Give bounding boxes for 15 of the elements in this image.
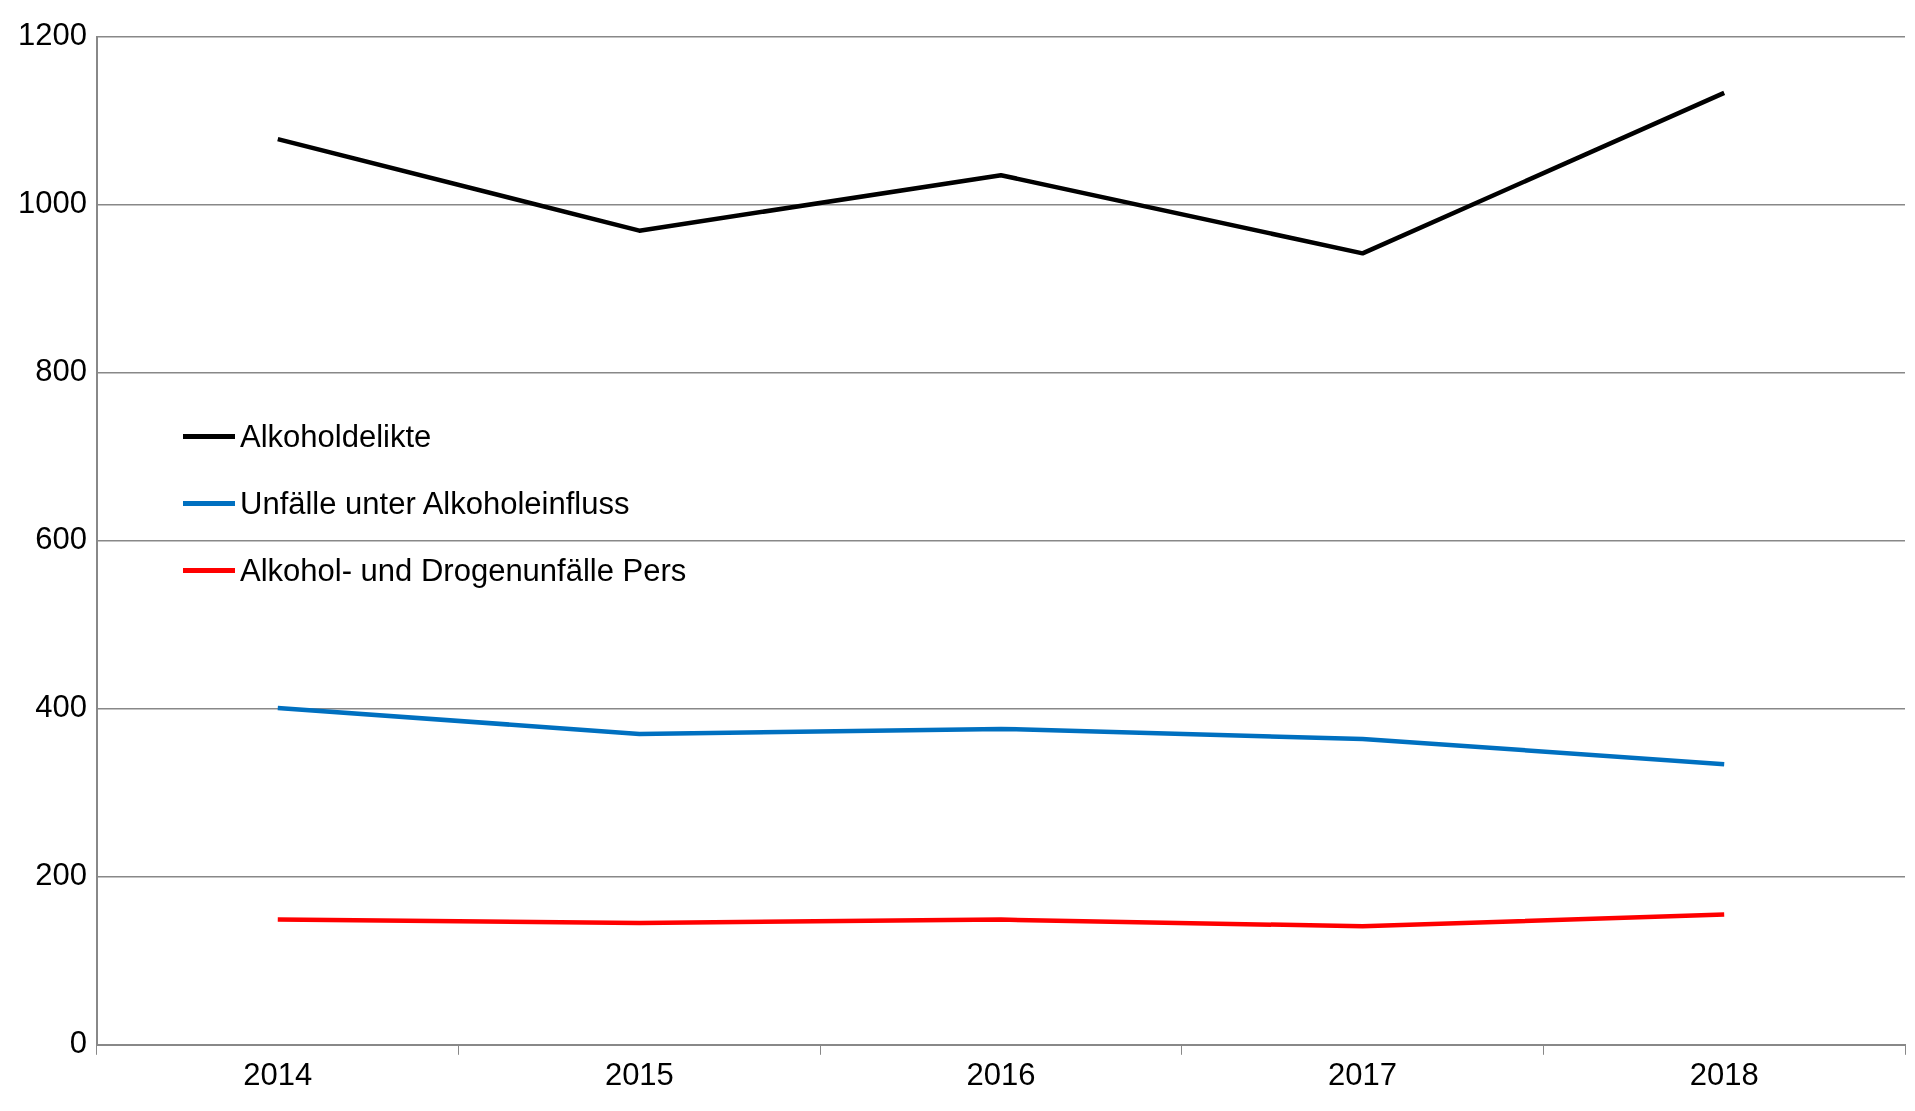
y-tick-label: 400 bbox=[35, 689, 87, 725]
legend-label: Alkoholdelikte bbox=[240, 418, 432, 455]
y-tick-label: 1200 bbox=[17, 17, 87, 53]
x-tick-label: 2014 bbox=[243, 1056, 313, 1092]
y-tick-label: 600 bbox=[35, 521, 87, 557]
x-tick-label: 2017 bbox=[1328, 1056, 1398, 1092]
x-tick-label: 2016 bbox=[966, 1056, 1036, 1092]
y-tick-label: 800 bbox=[35, 353, 87, 389]
x-tick-label: 2018 bbox=[1689, 1056, 1759, 1092]
y-tick-label: 200 bbox=[35, 857, 87, 893]
y-tick-label: 0 bbox=[69, 1025, 87, 1061]
y-tick-label: 1000 bbox=[17, 185, 87, 221]
legend-label: Unfälle unter Alkoholeinfluss bbox=[240, 485, 630, 522]
x-tick-label: 2015 bbox=[604, 1056, 674, 1092]
legend-label: Alkohol- und Drogenunfälle Pers bbox=[240, 552, 687, 589]
